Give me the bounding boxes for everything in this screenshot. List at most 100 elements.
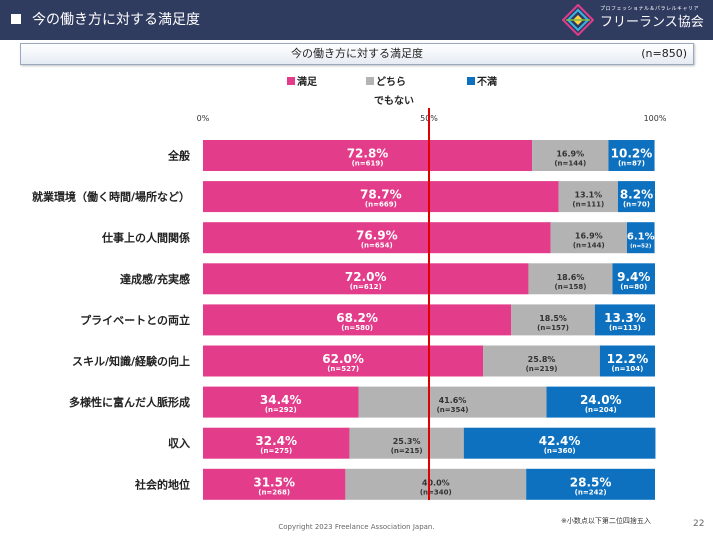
data-label-dissatisfied: 12.2% (607, 352, 649, 366)
sample-label-neutral: (n=219) (526, 365, 558, 373)
sample-label-satisfied: (n=580) (341, 324, 373, 332)
data-label-satisfied: 31.5% (253, 475, 295, 489)
bar-neutral (550, 222, 627, 254)
legend-label: 不満 (477, 77, 497, 88)
header-bar: 今の働き方に対する満足度 プロフェッショナル＆パラレルキャリア フリーランス協会 (0, 0, 713, 40)
bar-dissatisfied (594, 304, 655, 336)
sample-label-satisfied: (n=527) (327, 365, 359, 373)
bar-neutral (511, 304, 595, 336)
data-label-dissatisfied: 8.2% (620, 188, 653, 202)
bar-neutral (528, 263, 613, 295)
bar-dissatisfied (626, 222, 655, 254)
legend-item-neutral: どちら (366, 77, 406, 89)
sample-label-neutral: (n=111) (572, 201, 604, 209)
bar-satisfied (203, 140, 533, 171)
data-label-dissatisfied: 24.0% (580, 393, 622, 407)
data-label-neutral: 13.1% (574, 191, 602, 200)
bar-neutral (345, 468, 527, 500)
sample-label-dissatisfied: (n=104) (611, 365, 643, 373)
data-label-satisfied: 76.9% (356, 229, 398, 243)
bar-neutral (532, 140, 609, 171)
sample-label-satisfied: (n=619) (352, 160, 384, 168)
legend-item-satisfied: 満足 (287, 77, 317, 89)
bar-dissatisfied (526, 468, 655, 500)
sample-label-satisfied: (n=275) (260, 447, 292, 455)
data-label-dissatisfied: 13.3% (604, 311, 646, 325)
bar-dissatisfied (463, 427, 656, 459)
chart-title: 今の働き方に対する満足度 (291, 47, 423, 60)
data-label-satisfied: 34.4% (260, 393, 302, 407)
x-tick-label: 0% (197, 114, 210, 123)
data-label-dissatisfied: 10.2% (611, 147, 653, 161)
page-number: 22 (693, 519, 705, 529)
sample-label-dissatisfied: (n=87) (618, 160, 645, 168)
data-label-dissatisfied: 42.4% (539, 434, 581, 448)
data-label-satisfied: 68.2% (336, 311, 378, 325)
category-label: 達成感/充実感 (120, 272, 190, 286)
data-label-neutral: 16.9% (575, 232, 603, 241)
sample-label-dissatisfied: (n=360) (544, 447, 576, 455)
data-label-satisfied: 72.8% (347, 147, 389, 161)
category-label: 全般 (167, 149, 190, 163)
sample-label-dissatisfied: (n=70) (623, 201, 650, 209)
sample-label-neutral: (n=157) (537, 324, 569, 332)
bar-neutral (483, 345, 600, 377)
data-label-satisfied: 78.7% (360, 188, 402, 202)
bar-satisfied (203, 345, 484, 377)
sample-label-neutral: (n=144) (554, 160, 586, 168)
bar-satisfied (203, 304, 512, 336)
sample-label-dissatisfied: (n=52) (630, 244, 652, 250)
data-label-neutral: 18.5% (539, 314, 567, 323)
category-label: 就業環境（働く時間/場所など） (32, 190, 190, 204)
data-label-dissatisfied: 28.5% (570, 475, 612, 489)
sample-label-neutral: (n=144) (573, 242, 605, 250)
data-label-neutral: 25.3% (393, 437, 421, 446)
bar-neutral (349, 427, 464, 459)
bar-dissatisfied (546, 386, 655, 418)
copyright: Copyright 2023 Freelance Association Jap… (278, 523, 435, 531)
bar-neutral (358, 386, 547, 418)
bar-satisfied (203, 222, 551, 254)
sample-label-dissatisfied: (n=204) (585, 406, 617, 414)
bar-neutral (558, 181, 618, 213)
category-label: スキル/知識/経験の向上 (72, 354, 190, 368)
data-label-satisfied: 62.0% (322, 352, 364, 366)
sample-label-satisfied: (n=292) (265, 406, 297, 414)
bar-satisfied (203, 468, 346, 500)
sample-label-dissatisfied: (n=113) (609, 324, 641, 332)
bar-dissatisfied (617, 181, 655, 213)
sample-label-dissatisfied: (n=80) (620, 283, 647, 291)
bar-satisfied (203, 263, 529, 295)
data-label-neutral: 16.9% (556, 150, 584, 159)
category-label: 多様性に富んだ人脈形成 (69, 395, 190, 409)
legend-label: どちら (376, 77, 406, 88)
data-label-satisfied: 72.0% (345, 270, 387, 284)
category-label: プライベートとの両立 (80, 313, 190, 327)
bar-satisfied (203, 427, 350, 459)
sample-label-satisfied: (n=669) (365, 201, 397, 209)
bar-dissatisfied (599, 345, 655, 377)
freelance-association-logo-icon (562, 4, 594, 36)
sample-label-neutral: (n=354) (437, 406, 469, 414)
legend-swatch (287, 77, 295, 85)
category-label: 収入 (168, 437, 190, 450)
category-label: 仕事上の人間関係 (101, 231, 190, 245)
bar-satisfied (203, 386, 359, 418)
bullet-square-icon (11, 14, 21, 24)
data-label-dissatisfied: 6.1% (627, 232, 655, 243)
sample-label-dissatisfied: (n=242) (575, 488, 607, 496)
sample-label-satisfied: (n=654) (361, 242, 393, 250)
data-label-satisfied: 32.4% (255, 434, 297, 448)
data-label-neutral: 40.0% (422, 478, 450, 487)
bar-dissatisfied (612, 263, 655, 295)
sample-label-neutral: (n=158) (555, 283, 587, 291)
data-label-neutral: 41.6% (439, 396, 467, 405)
legend-swatch (366, 77, 374, 85)
sample-label-neutral: (n=215) (391, 447, 423, 455)
data-label-neutral: 18.6% (557, 273, 585, 282)
data-label-dissatisfied: 9.4% (617, 270, 650, 284)
logo-name: フリーランス協会 (600, 15, 704, 30)
data-label-neutral: 25.8% (528, 355, 556, 364)
sample-label-satisfied: (n=612) (350, 283, 382, 291)
